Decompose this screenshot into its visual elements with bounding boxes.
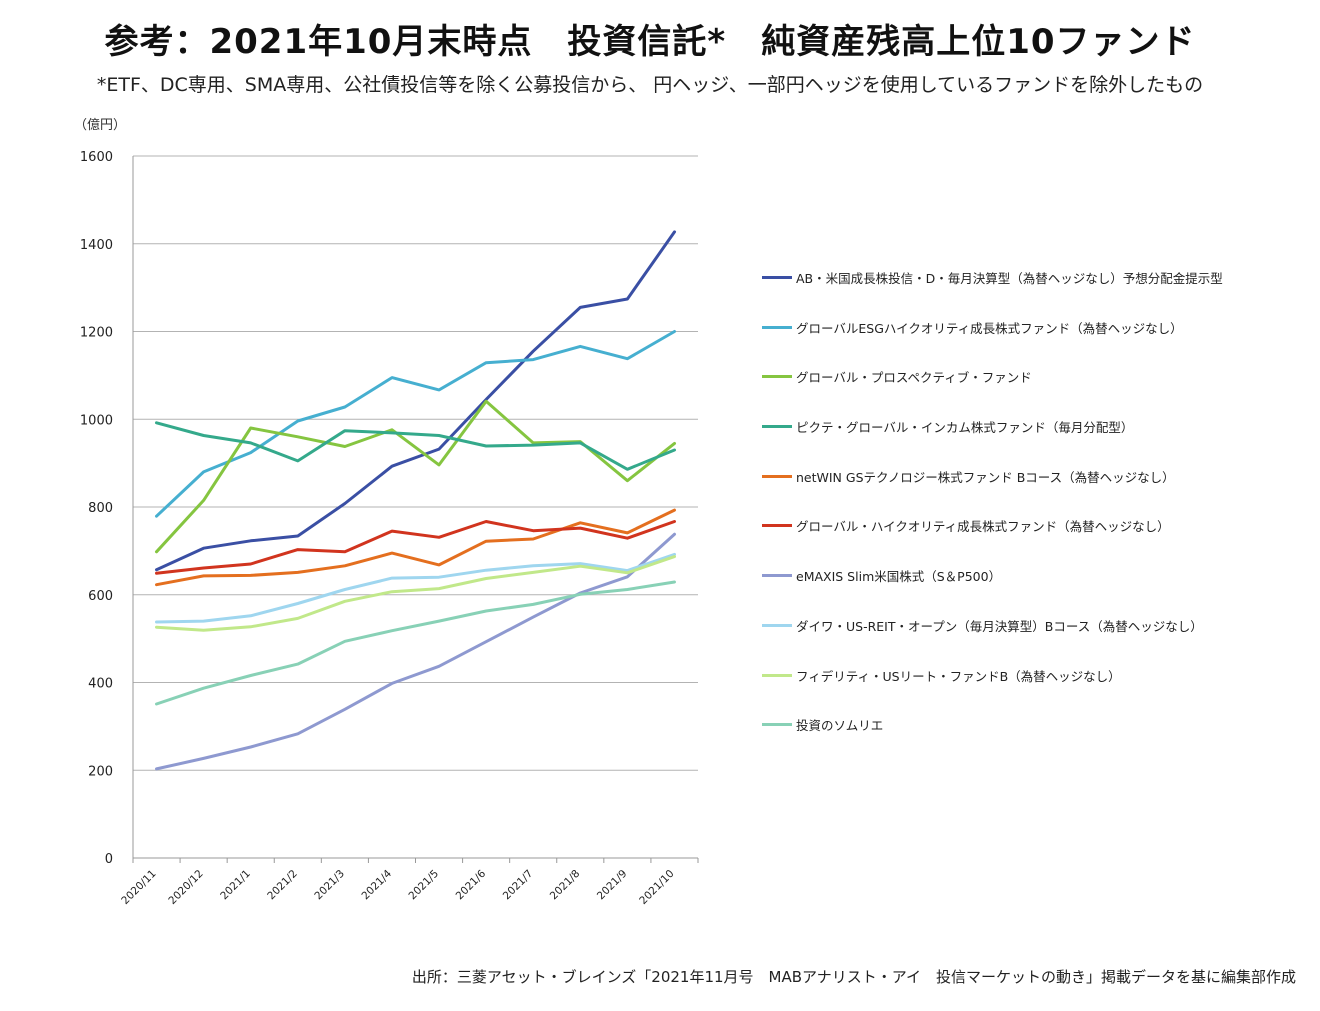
- series-line: [155, 330, 676, 518]
- legend-swatch: [762, 276, 792, 279]
- legend-label: netWIN GSテクノロジー株式ファンド Bコース（為替ヘッジなし）: [796, 469, 1175, 485]
- x-tick-label: 2021/9: [595, 868, 630, 903]
- x-tick-label: 2021/4: [359, 867, 394, 902]
- legend-label: eMAXIS Slim米国株式（S＆P500）: [796, 569, 1002, 585]
- x-tick-label: 2020/12: [166, 868, 205, 907]
- x-tick-label: 2021/10: [637, 868, 676, 907]
- x-tick-label: 2021/2: [265, 868, 300, 903]
- x-tick-label: 2021/3: [312, 868, 347, 903]
- y-tick-label: 1600: [80, 150, 113, 165]
- legend-swatch: [762, 325, 792, 329]
- chart-subtitle: *ETF、DC専用、SMA専用、公社債投信等を除く公募投信から、 円ヘッジ、一部…: [96, 74, 1204, 96]
- y-tick-label: 200: [88, 764, 113, 779]
- series-line: [155, 520, 676, 575]
- legend-swatch: [762, 425, 792, 429]
- legend-label: ピクテ・グローバル・インカム株式ファンド（毎月分配型）: [796, 420, 1134, 436]
- series-line: [155, 508, 676, 587]
- y-tick-label: 1400: [80, 238, 113, 253]
- y-tick-label: 600: [88, 589, 113, 604]
- source-note: 出所：三菱アセット・ブレインズ「2021年11月号 MABアナリスト・アイ 投信…: [411, 968, 1296, 986]
- legend-label: グローバル・プロスペクティブ・ファンド: [796, 370, 1032, 386]
- legend-swatch: [762, 673, 792, 677]
- y-axis-unit-label: （億円）: [74, 118, 127, 133]
- series-line: [155, 230, 676, 572]
- series-line: [155, 555, 676, 632]
- legend-label: グローバル・ハイクオリティ成長株式ファンド（為替ヘッジなし）: [796, 519, 1170, 535]
- series-line: [155, 399, 676, 554]
- legend-swatch: [762, 574, 792, 578]
- legend-swatch: [762, 623, 792, 627]
- legend-label: AB・米国成長株投信・D・毎月決算型（為替ヘッジなし）予想分配金提示型: [796, 271, 1223, 286]
- y-tick-label: 1000: [80, 413, 113, 428]
- x-tick-label: 2021/1: [218, 868, 253, 903]
- y-tick-label: 800: [88, 501, 113, 516]
- x-tick-label: 2021/5: [407, 868, 442, 903]
- y-tick-label: 0: [105, 852, 113, 867]
- legend-label: 投資のソムリエ: [796, 718, 884, 734]
- legend-swatch: [762, 524, 792, 528]
- chart-title: 参考：2021年10月末時点 投資信託* 純資産残高上位10ファンド: [104, 22, 1196, 62]
- legend-swatch: [762, 375, 792, 379]
- legend-label: ダイワ・US-REIT・オープン（毎月決算型）Bコース（為替ヘッジなし）: [796, 618, 1203, 634]
- legend-label: グローバルESGハイクオリティ成長株式ファンド（為替ヘッジなし）: [796, 320, 1183, 336]
- series-line: [155, 552, 676, 624]
- series-line: [155, 580, 676, 706]
- x-tick-label: 2020/11: [119, 868, 158, 907]
- series-line: [155, 532, 676, 771]
- x-tick-label: 2021/8: [548, 868, 583, 903]
- y-tick-label: 400: [88, 677, 113, 692]
- y-tick-label: 1200: [80, 326, 113, 341]
- series-line: [155, 421, 676, 471]
- legend-swatch: [762, 723, 792, 727]
- x-tick-label: 2021/7: [501, 868, 536, 903]
- x-tick-label: 2021/6: [454, 867, 489, 902]
- legend-label: フィデリティ・USリート・ファンドB（為替ヘッジなし）: [796, 668, 1121, 684]
- legend-swatch: [762, 474, 792, 478]
